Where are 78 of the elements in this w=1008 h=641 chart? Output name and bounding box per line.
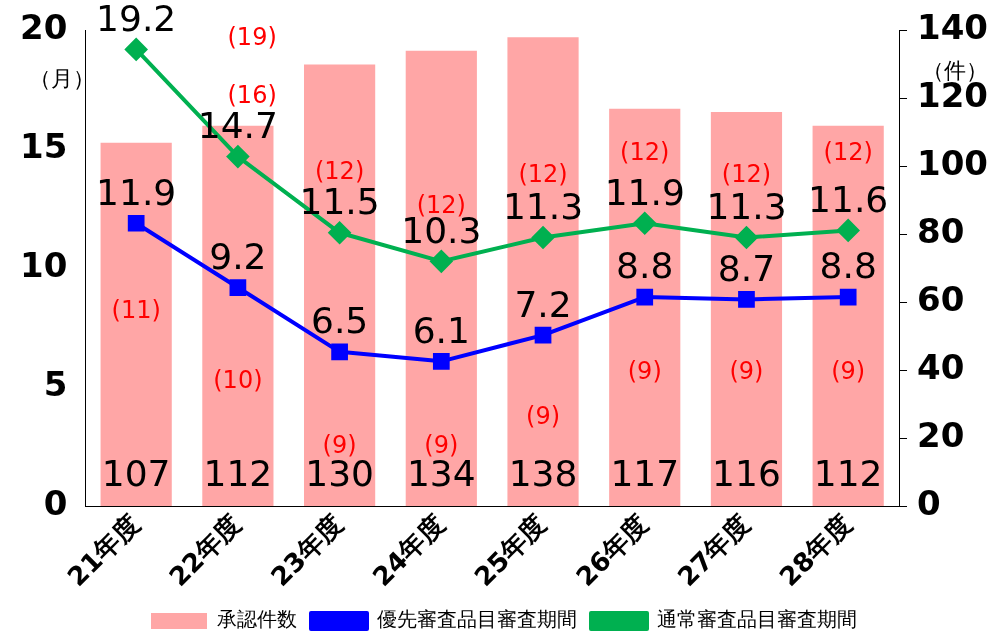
data-label: 8.8 <box>616 245 674 287</box>
data-label: 107 <box>101 452 171 494</box>
x-tick-label: 25年度 <box>468 508 553 592</box>
point <box>226 145 249 168</box>
point <box>430 250 453 273</box>
annotation: (9) <box>729 357 764 386</box>
data-label: 11.3 <box>706 185 787 227</box>
point <box>328 221 351 244</box>
point <box>229 279 247 296</box>
annotation: (12) <box>721 159 772 188</box>
data-label: 7.2 <box>514 283 572 325</box>
annotation: (12) <box>518 159 568 188</box>
y-tick-label: 20 <box>19 7 68 48</box>
x-tick-label: 26年度 <box>570 508 654 592</box>
data-label: 11.9 <box>604 171 685 213</box>
y2-tick-label: 80 <box>917 211 965 252</box>
point <box>735 226 758 249</box>
data-label: 9.2 <box>209 235 267 277</box>
bar <box>710 112 783 507</box>
annotation: (9) <box>831 357 866 386</box>
y-axis-title: （月） <box>29 65 95 91</box>
annotation: (12) <box>823 138 873 167</box>
legend-label: 通常審査品目審査期間 <box>657 607 857 632</box>
point <box>534 326 552 344</box>
x-tick-label: 23年度 <box>265 508 349 592</box>
y2-tick-label: 20 <box>917 415 965 456</box>
annotation: (12) <box>620 138 670 167</box>
point <box>839 288 857 306</box>
y-tick-label: 10 <box>19 245 68 286</box>
annotation: (9) <box>526 401 561 430</box>
bar <box>304 64 376 507</box>
x-tick-label: 28年度 <box>773 508 858 592</box>
point <box>125 38 148 61</box>
bar <box>507 37 579 507</box>
annotation: (11) <box>111 295 161 324</box>
bar <box>609 108 681 507</box>
annotation: (19) <box>227 22 277 51</box>
y2-tick-label: 140 <box>917 7 989 48</box>
x-tick-label: 27年度 <box>671 508 756 592</box>
point <box>636 288 654 306</box>
y2-tick-label: 60 <box>917 279 965 320</box>
legend-label: 承認件数 <box>217 607 297 632</box>
annotation: (12) <box>314 157 365 186</box>
point <box>633 212 656 235</box>
annotation: (10) <box>213 365 263 394</box>
x-tick-label: 24年度 <box>366 508 451 592</box>
y-tick-label: 5 <box>43 364 68 405</box>
data-label: 11.3 <box>502 185 584 227</box>
data-label: 112 <box>813 452 883 494</box>
data-label: 19.2 <box>96 0 177 39</box>
data-label: 8.8 <box>819 245 877 287</box>
data-label: 112 <box>203 452 273 494</box>
data-label: 6.5 <box>310 300 369 342</box>
y2-tick-label: 0 <box>917 483 941 524</box>
x-tick-label: 22年度 <box>163 508 247 592</box>
point <box>738 291 755 308</box>
legend-label: 優先審査品目審査期間 <box>377 607 577 632</box>
data-label: 117 <box>610 452 680 494</box>
point <box>432 352 450 370</box>
annotation: (9) <box>627 357 662 386</box>
data-label: 11.9 <box>96 171 177 213</box>
point <box>331 343 348 361</box>
bar <box>100 142 172 507</box>
data-label: 8.7 <box>717 247 776 289</box>
y2-tick-label: 100 <box>917 143 989 184</box>
y2-tick-label: 40 <box>917 347 965 388</box>
bar <box>812 125 884 507</box>
point <box>837 219 860 242</box>
y-tick-label: 0 <box>43 483 68 524</box>
y-tick-label: 15 <box>19 126 68 167</box>
bar <box>405 50 477 507</box>
data-label: 138 <box>508 452 578 494</box>
point <box>127 214 145 232</box>
point <box>532 226 555 249</box>
data-label: 6.1 <box>412 309 470 351</box>
annotation: (16) <box>227 80 277 109</box>
data-label: 11.6 <box>808 178 889 220</box>
data-label: 116 <box>712 452 781 494</box>
